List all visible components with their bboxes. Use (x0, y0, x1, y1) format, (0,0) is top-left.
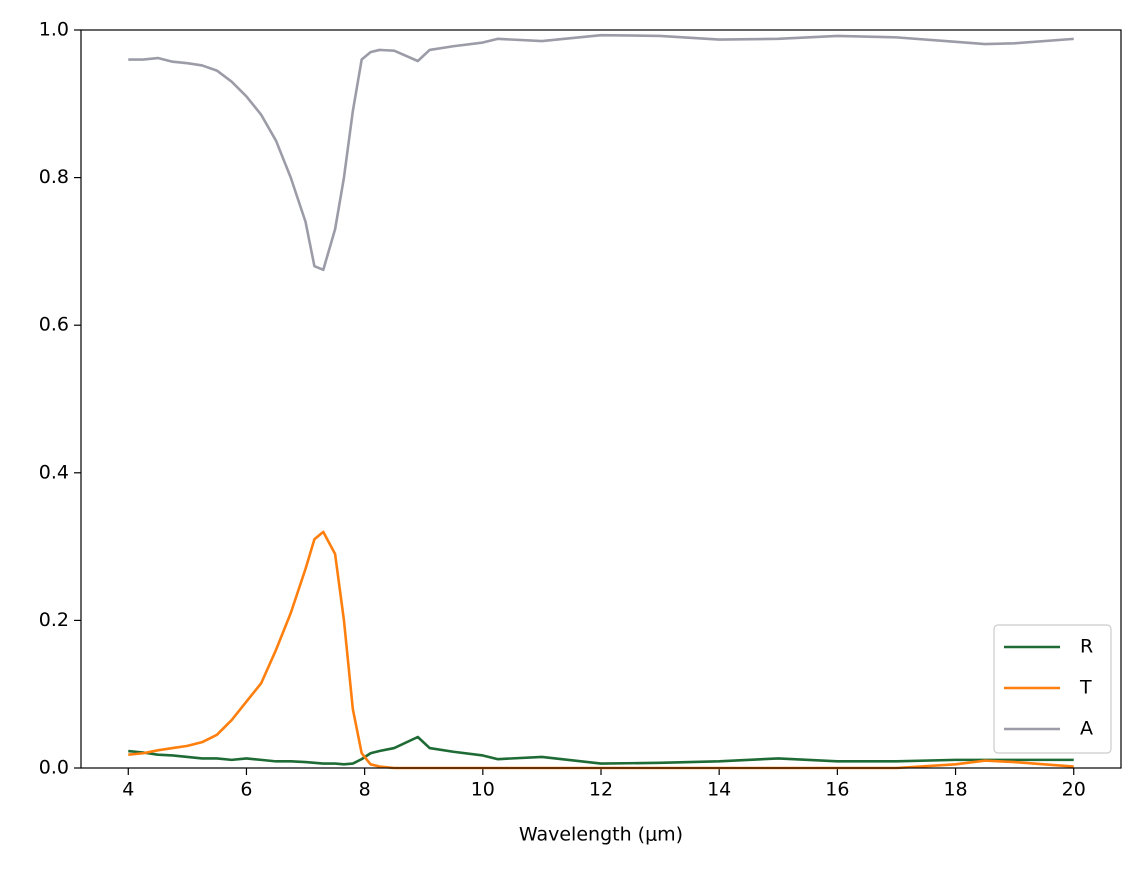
x-axis-label: Wavelength (μm) (519, 824, 683, 846)
x-tick-label: 4 (122, 779, 134, 801)
legend-label: R (1080, 636, 1093, 658)
x-tick-label: 14 (707, 779, 731, 801)
legend-label: T (1079, 677, 1092, 699)
y-tick-label: 1.0 (39, 19, 69, 41)
data-line (128, 33, 1074, 272)
y-tick-label: 0.2 (39, 609, 69, 631)
data-line (128, 735, 1074, 766)
x-tick-label: 20 (1062, 779, 1086, 801)
plot-frame (80, 29, 1122, 769)
data-line (128, 530, 1074, 770)
x-tick-label: 12 (589, 779, 613, 801)
x-tick-label: 8 (359, 779, 371, 801)
y-tick-label: 0.0 (39, 757, 69, 779)
x-tick-label: 10 (471, 779, 495, 801)
y-tick-label: 0.4 (39, 461, 69, 483)
x-tick-label: 6 (240, 779, 252, 801)
legend-label: A (1080, 718, 1093, 740)
x-tick-label: 16 (825, 779, 849, 801)
y-tick-label: 0.8 (39, 166, 69, 188)
x-tick-label: 18 (943, 779, 967, 801)
y-tick-label: 0.6 (39, 314, 69, 336)
